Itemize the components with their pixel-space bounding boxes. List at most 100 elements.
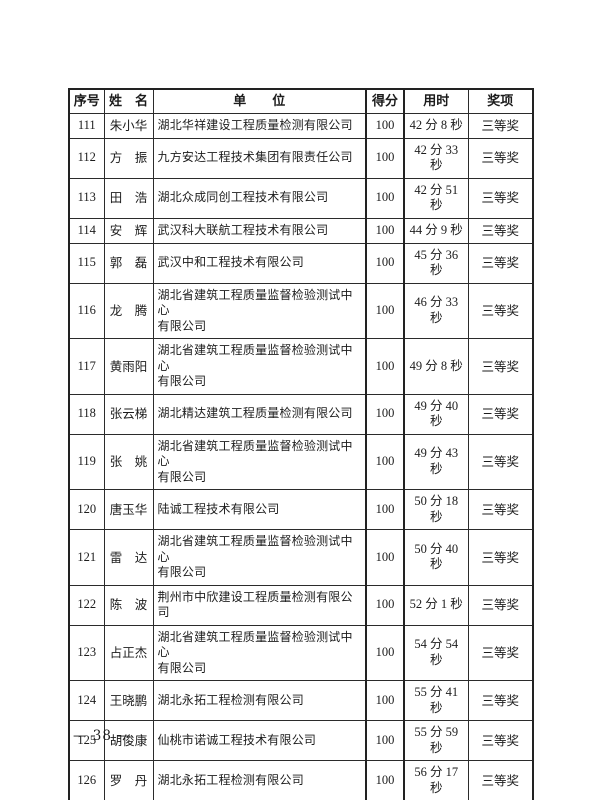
cell-time: 49 分 40 秒 [403, 393, 469, 435]
cell-unit: 湖北省建筑工程质量监督检验测试中心 有限公司 [152, 433, 367, 490]
cell-name: 方 振 [103, 137, 154, 179]
page-number: — 38 — [73, 728, 132, 744]
cell-time: 45 分 36 秒 [403, 242, 469, 284]
table-row: 111 朱小华 湖北华祥建设工程质量检测有限公司 100 42 分 8 秒三等奖 [68, 112, 534, 139]
cell-unit: 湖北永拓工程检测有限公司 [152, 680, 367, 721]
cell-name: 朱小华 [103, 112, 154, 139]
cell-no: 115 [68, 242, 105, 284]
cell-no: 113 [68, 177, 105, 219]
cell-time: 49 分 43 秒 [403, 433, 469, 490]
header-unit: 单 位 [152, 88, 367, 114]
cell-award: 三等奖 [467, 720, 534, 761]
cell-name: 黄雨阳 [103, 338, 154, 395]
cell-name: 占正杰 [103, 624, 154, 681]
cell-score: 100 [365, 433, 405, 490]
cell-award: 三等奖 [467, 624, 534, 681]
results-table: 序号 姓 名 单 位 得分 用时 奖项 111 朱小华 湖北华祥建设工程质量检测有限… [68, 88, 534, 800]
cell-no: 124 [68, 680, 105, 721]
cell-time: 44 分 9 秒 [403, 217, 469, 244]
cell-name: 唐玉华 [103, 489, 154, 530]
cell-time: 52 分 1 秒 [403, 584, 469, 626]
cell-unit: 湖北永拓工程检测有限公司 [152, 760, 367, 800]
table-row: 126 罗 丹湖北永拓工程检测有限公司 100 56 分 17 秒三等奖 [68, 760, 534, 800]
cell-score: 100 [365, 720, 405, 761]
header-score: 得分 [365, 88, 405, 114]
table-row: 124 王晓鹏 湖北永拓工程检测有限公司 100 55 分 41 秒三等奖 [68, 680, 534, 721]
table-row: 116 龙 腾湖北省建筑工程质量监督检验测试中心 有限公司 100 46 分 33 秒… [68, 282, 534, 339]
cell-unit: 荆州市中欣建设工程质量检测有限公司 [152, 584, 367, 626]
table-row: 125 胡俊康 仙桃市诺诚工程技术有限公司 100 55 分 59 秒三等奖 [68, 720, 534, 761]
cell-unit: 武汉中和工程技术有限公司 [152, 242, 367, 284]
cell-score: 100 [365, 177, 405, 219]
table-row: 121 雷 达湖北省建筑工程质量监督检验测试中心 有限公司 100 50 分 40 秒… [68, 529, 534, 586]
cell-no: 121 [68, 529, 105, 586]
cell-score: 100 [365, 137, 405, 179]
table-row: 117 黄雨阳 湖北省建筑工程质量监督检验测试中心 有限公司 100 49 分 8 秒三… [68, 338, 534, 395]
cell-award: 三等奖 [467, 137, 534, 179]
table-row: 113 田 浩湖北众成同创工程技术有限公司 100 42 分 51 秒三等奖 [68, 177, 534, 219]
cell-name: 罗 丹 [103, 760, 154, 800]
cell-unit: 湖北省建筑工程质量监督检验测试中心 有限公司 [152, 624, 367, 681]
cell-unit: 仙桃市诺诚工程技术有限公司 [152, 720, 367, 761]
cell-score: 100 [365, 393, 405, 435]
cell-name: 胡俊康 [103, 720, 154, 761]
table-row: 123 占正杰 湖北省建筑工程质量监督检验测试中心 有限公司 100 54 分 54 秒… [68, 624, 534, 681]
cell-name: 张云梯 [103, 393, 154, 435]
cell-time: 42 分 33 秒 [403, 137, 469, 179]
cell-unit: 陆诚工程技术有限公司 [152, 489, 367, 530]
table-row: 118 张云梯 湖北精达建筑工程质量检测有限公司 100 49 分 40 秒三等奖 [68, 393, 534, 435]
cell-unit: 武汉科大联航工程技术有限公司 [152, 217, 367, 244]
header-no: 序号 [68, 88, 105, 114]
cell-time: 54 分 54 秒 [403, 624, 469, 681]
cell-no: 126 [68, 760, 105, 800]
cell-name: 王晓鹏 [103, 680, 154, 721]
cell-no: 123 [68, 624, 105, 681]
cell-unit: 湖北众成同创工程技术有限公司 [152, 177, 367, 219]
cell-time: 50 分 40 秒 [403, 529, 469, 586]
cell-no: 117 [68, 338, 105, 395]
header-award: 奖项 [467, 88, 534, 114]
cell-time: 42 分 8 秒 [403, 112, 469, 139]
cell-no: 111 [68, 112, 105, 139]
cell-award: 三等奖 [467, 242, 534, 284]
cell-time: 42 分 51 秒 [403, 177, 469, 219]
cell-unit: 湖北省建筑工程质量监督检验测试中心 有限公司 [152, 338, 367, 395]
table-row: 114 安 辉武汉科大联航工程技术有限公司 100 44 分 9 秒三等奖 [68, 217, 534, 244]
cell-award: 三等奖 [467, 112, 534, 139]
cell-unit: 湖北精达建筑工程质量检测有限公司 [152, 393, 367, 435]
table-row: 120 唐玉华 陆诚工程技术有限公司 100 50 分 18 秒三等奖 [68, 489, 534, 530]
cell-score: 100 [365, 242, 405, 284]
cell-score: 100 [365, 624, 405, 681]
cell-time: 46 分 33 秒 [403, 282, 469, 339]
cell-time: 50 分 18 秒 [403, 489, 469, 530]
cell-no: 112 [68, 137, 105, 179]
table-row: 115 郭 磊武汉中和工程技术有限公司 100 45 分 36 秒三等奖 [68, 242, 534, 284]
cell-score: 100 [365, 529, 405, 586]
header-time: 用时 [403, 88, 469, 114]
cell-award: 三等奖 [467, 393, 534, 435]
cell-no: 116 [68, 282, 105, 339]
cell-name: 安 辉 [103, 217, 154, 244]
cell-award: 三等奖 [467, 680, 534, 721]
cell-score: 100 [365, 489, 405, 530]
cell-award: 三等奖 [467, 584, 534, 626]
cell-name: 雷 达 [103, 529, 154, 586]
cell-score: 100 [365, 282, 405, 339]
cell-unit: 湖北省建筑工程质量监督检验测试中心 有限公司 [152, 529, 367, 586]
cell-time: 49 分 8 秒 [403, 338, 469, 395]
header-name: 姓 名 [103, 88, 154, 114]
table-row: 112 方 振九方安达工程技术集团有限责任公司 100 42 分 33 秒三等奖 [68, 137, 534, 179]
cell-award: 三等奖 [467, 177, 534, 219]
cell-no: 120 [68, 489, 105, 530]
cell-award: 三等奖 [467, 529, 534, 586]
table-body: 111 朱小华 湖北华祥建设工程质量检测有限公司 100 42 分 8 秒三等奖 112 方… [68, 112, 534, 800]
table-header-row: 序号 姓 名 单 位 得分 用时 奖项 [68, 88, 534, 114]
cell-award: 三等奖 [467, 217, 534, 244]
cell-award: 三等奖 [467, 282, 534, 339]
cell-award: 三等奖 [467, 338, 534, 395]
cell-score: 100 [365, 680, 405, 721]
cell-unit: 湖北华祥建设工程质量检测有限公司 [152, 112, 367, 139]
cell-no: 125 [68, 720, 105, 761]
table-row: 119 张 姚湖北省建筑工程质量监督检验测试中心 有限公司 100 49 分 43 秒… [68, 433, 534, 490]
